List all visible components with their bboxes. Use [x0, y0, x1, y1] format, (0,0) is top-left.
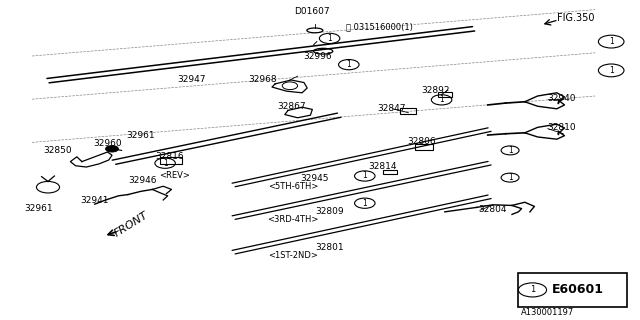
- Text: <REV>: <REV>: [159, 172, 189, 180]
- Bar: [383, 170, 397, 174]
- Bar: [438, 92, 452, 97]
- Text: 1: 1: [346, 60, 351, 69]
- Text: 1: 1: [609, 66, 614, 75]
- Text: 1: 1: [439, 95, 444, 104]
- Text: 32814: 32814: [369, 162, 397, 171]
- Text: 1: 1: [508, 173, 513, 182]
- Text: 1: 1: [362, 199, 367, 208]
- Text: FIG.350: FIG.350: [557, 12, 595, 23]
- Text: 1: 1: [530, 285, 535, 294]
- Text: 32806: 32806: [407, 137, 435, 146]
- Text: E60601: E60601: [552, 284, 604, 296]
- Bar: [160, 157, 182, 164]
- Text: 32892: 32892: [421, 86, 449, 95]
- Text: FRONT: FRONT: [113, 210, 150, 239]
- Bar: [400, 108, 416, 114]
- Text: 32996: 32996: [304, 52, 332, 61]
- Text: 32847: 32847: [378, 104, 406, 113]
- Text: <5TH-6TH>: <5TH-6TH>: [268, 182, 318, 191]
- Text: <3RD-4TH>: <3RD-4TH>: [268, 215, 319, 224]
- Bar: [415, 144, 433, 150]
- Text: 32945: 32945: [301, 174, 329, 183]
- Text: 1: 1: [163, 159, 168, 168]
- Circle shape: [106, 146, 118, 152]
- Text: 32810: 32810: [547, 124, 576, 132]
- Bar: [518, 273, 627, 307]
- Text: 32947: 32947: [178, 75, 206, 84]
- Text: 32867: 32867: [277, 102, 305, 111]
- Text: 32804: 32804: [479, 205, 508, 214]
- Text: D01607: D01607: [294, 7, 330, 16]
- Text: 32816: 32816: [156, 152, 184, 161]
- Text: 1: 1: [362, 172, 367, 180]
- Text: 1: 1: [327, 34, 332, 43]
- Text: 32850: 32850: [44, 146, 72, 155]
- Text: 32941: 32941: [81, 196, 109, 205]
- Text: 32809: 32809: [316, 207, 344, 216]
- Text: 32801: 32801: [316, 244, 344, 252]
- Text: 1: 1: [508, 146, 513, 155]
- Text: 32961: 32961: [24, 204, 52, 213]
- Text: 1: 1: [609, 37, 614, 46]
- Text: <1ST-2ND>: <1ST-2ND>: [268, 251, 318, 260]
- Text: 32960: 32960: [93, 140, 122, 148]
- Text: 32940: 32940: [547, 94, 576, 103]
- Text: A130001197: A130001197: [520, 308, 574, 317]
- Text: 32946: 32946: [128, 176, 156, 185]
- Text: Ⓒ 031516000(1): Ⓒ 031516000(1): [346, 22, 412, 31]
- Text: 32968: 32968: [248, 75, 276, 84]
- Text: 32961: 32961: [127, 131, 155, 140]
